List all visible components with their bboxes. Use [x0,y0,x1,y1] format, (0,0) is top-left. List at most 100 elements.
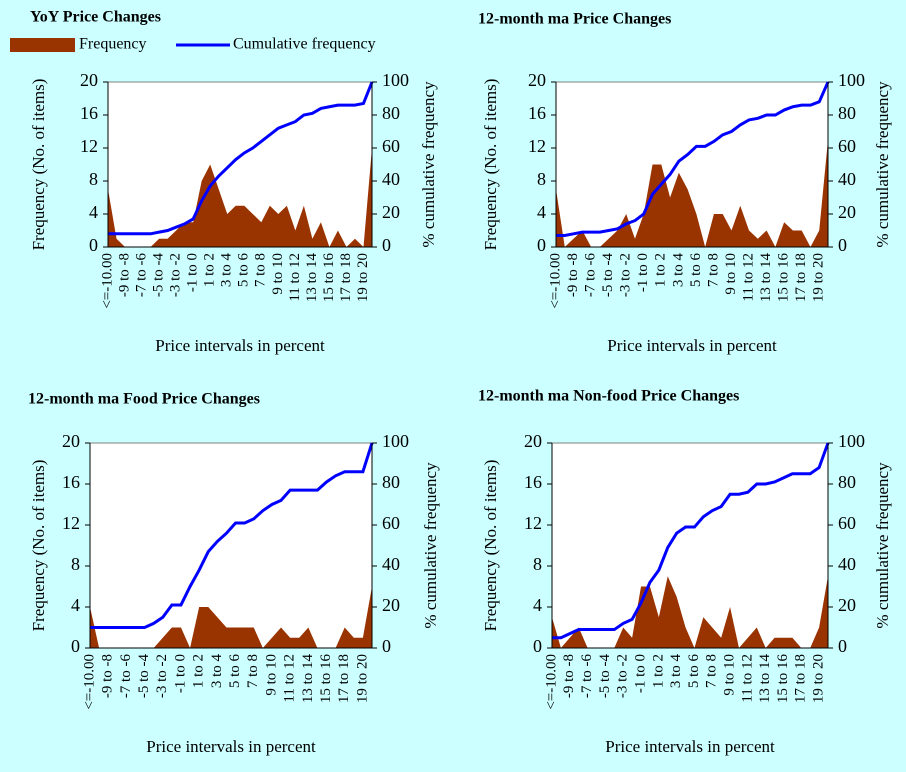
cumulative-line [552,442,830,640]
y2-tick-label: 40 [382,554,400,574]
x-tick-label: 11 to 12 [287,253,303,302]
x-axis-label: Price intervals in percent [607,336,777,355]
x-tick-label: -3 to -2 [154,654,170,698]
y2-tick-label: 0 [382,235,391,255]
chart-title: YoY Price Changes [30,9,161,26]
y2-tick-label: 60 [382,136,400,156]
x-tick-label: <=-10.00 [81,654,97,710]
x-tick-label: 13 to 14 [758,253,774,303]
x-tick-label: 17 to 18 [793,253,809,302]
x-tick-label: 1 to 2 [202,253,218,287]
x-tick-label: -1 to 0 [635,253,651,292]
x-tick-label: <=-10.00 [543,654,559,710]
x-tick-label: 5 to 6 [686,654,702,689]
x-tick-label: -3 to -2 [618,253,634,297]
x-tick-label: 17 to 18 [793,654,809,703]
y2-tick-label: 0 [382,636,391,656]
frequency-area [552,576,828,648]
x-tick-label: 1 to 2 [191,654,207,688]
y-tick-label: 4 [89,202,98,222]
y-tick-label: 0 [537,235,546,255]
y-tick-label: 20 [524,431,542,451]
x-tick-label: -5 to -4 [151,253,167,298]
y2-tick-label: 20 [838,202,856,222]
cumulative-line [90,442,374,629]
x-tick-label: -5 to -4 [600,253,616,298]
frequency-area [90,586,372,648]
y-tick-label: 12 [62,513,80,533]
x-axis-label: Price intervals in percent [605,737,775,756]
y2-tick-label: 100 [838,431,865,451]
y-tick-label: 0 [533,636,542,656]
x-tick-label: 15 to 16 [321,253,337,303]
y-tick-label: 4 [71,595,80,615]
x-tick-label: -5 to -4 [136,654,152,699]
y-axis-label: Frequency (No. of items) [29,460,48,632]
y2-tick-label: 20 [838,595,856,615]
x-tick-label: 9 to 10 [263,654,279,696]
y2-tick-label: 80 [838,103,856,123]
y2-tick-label: 80 [382,472,400,492]
x-tick-label: 1 to 2 [650,654,666,688]
plot-area [89,442,373,649]
y-tick-label: 12 [80,136,98,156]
x-tick-label: 11 to 12 [739,654,755,703]
y-tick-label: 20 [80,70,98,90]
x-tick-label: 9 to 10 [723,253,739,295]
x-tick-label: 17 to 18 [338,253,354,302]
x-tick-label: 7 to 8 [253,253,269,287]
chart-title: 12-month ma Food Price Changes [28,391,260,408]
y2-tick-label: 40 [838,169,856,189]
x-tick-label: -9 to -8 [116,253,132,297]
x-tick-label: 13 to 14 [757,654,773,704]
y-axis-label: Frequency (No. of items) [481,460,500,632]
y-tick-label: 8 [71,554,80,574]
y-axis-label: Frequency (No. of items) [29,79,48,251]
x-axis-label: Price intervals in percent [155,336,325,355]
y2-tick-label: 60 [382,513,400,533]
x-tick-label: 13 to 14 [304,253,320,303]
y2-tick-label: 40 [382,169,400,189]
x-tick-label: 19 to 20 [354,654,370,703]
x-tick-label: 19 to 20 [811,654,827,703]
x-tick-label: 5 to 6 [688,253,704,288]
y-tick-label: 16 [62,472,80,492]
y2-tick-label: 20 [382,202,400,222]
y2-tick-label: 20 [382,595,400,615]
y-tick-label: 4 [537,202,546,222]
x-tick-label: 11 to 12 [740,253,756,302]
y2-tick-label: 80 [838,472,856,492]
y2-tick-label: 60 [838,513,856,533]
y2-axis-label: % cumulative frequency [421,462,440,629]
x-tick-label: 7 to 8 [245,654,261,688]
x-tick-label: 3 to 4 [668,654,684,689]
x-tick-label: 19 to 20 [355,253,371,302]
y2-tick-label: 100 [838,70,865,90]
y-tick-label: 20 [62,431,80,451]
x-tick-label: -7 to -6 [134,253,150,298]
legend-label: Cumulative frequency [233,36,376,53]
x-tick-label: 15 to 16 [775,654,791,704]
legend-swatch [10,38,75,52]
y-tick-label: 16 [80,103,98,123]
chart-title: 12-month ma Price Changes [478,11,671,28]
y-tick-label: 8 [537,169,546,189]
x-tick-label: 13 to 14 [300,654,316,704]
y-tick-label: 16 [528,103,546,123]
cumulative-line [556,81,830,237]
x-tick-label: 9 to 10 [722,654,738,696]
y2-tick-label: 40 [838,554,856,574]
y-tick-label: 0 [71,636,80,656]
x-tick-label: 7 to 8 [705,253,721,287]
y-tick-label: 12 [524,513,542,533]
x-tick-label: -7 to -6 [579,654,595,699]
x-tick-label: 3 to 4 [219,253,235,288]
x-tick-label: <=-10.00 [99,253,115,309]
x-tick-label: -5 to -4 [597,654,613,699]
frequency-area [556,139,828,247]
x-tick-label: 1 to 2 [653,253,669,287]
y2-tick-label: 0 [838,636,847,656]
x-tick-label: 15 to 16 [318,654,334,704]
y-tick-label: 8 [533,554,542,574]
frequency-area [108,148,372,247]
